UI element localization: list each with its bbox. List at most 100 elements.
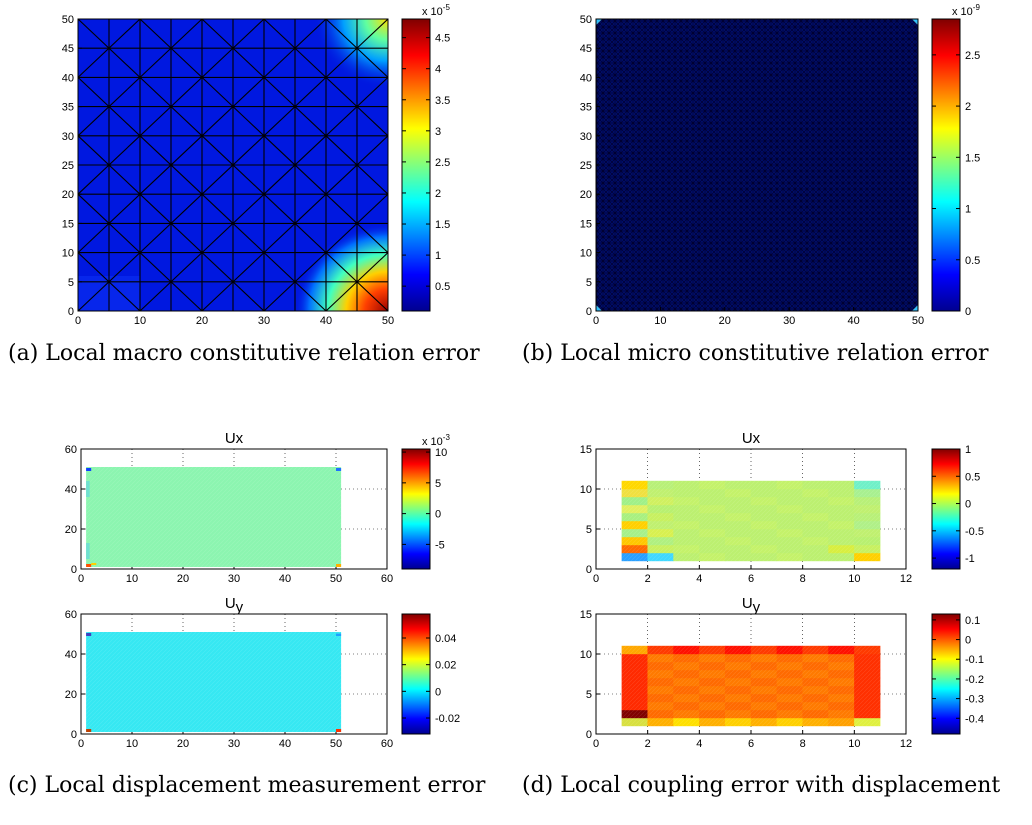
caption-a: (a) Local macro constitutive relation er…	[8, 341, 480, 366]
x-tick-label: 4	[696, 573, 702, 585]
caption-b: (b) Local micro constitutive relation er…	[522, 341, 989, 366]
colorbar-tick-label: -5	[435, 539, 445, 551]
title-base: U	[742, 595, 753, 612]
y-tick-label: 5	[586, 524, 592, 536]
x-tick-label: 0	[593, 738, 599, 750]
x-tick-label: 12	[900, 738, 912, 750]
x-tick-label: 30	[258, 315, 270, 327]
x-tick-label: 30	[228, 738, 240, 750]
colorbar-tick-label: 1.5	[965, 152, 980, 164]
edge-accent	[336, 729, 342, 732]
subplot-a: 0 10 20 30 40 50 0 5 10 15 20 25 30 35 40 45 50	[62, 14, 394, 327]
x-tick-label: 4	[696, 738, 702, 750]
x-tick-label: 40	[320, 315, 332, 327]
x-tick-label: 50	[382, 315, 394, 327]
y-tick-label: 50	[580, 14, 592, 26]
y-tick-label: 40	[580, 72, 592, 84]
mesh-overlay	[621, 646, 881, 726]
title-base: U	[225, 595, 236, 612]
y-tick-label: 20	[65, 524, 77, 536]
mesh-overlay	[86, 632, 342, 732]
colorbar-tick-label: 1	[965, 204, 971, 216]
y-tick-label: 60	[65, 609, 77, 621]
colorbar-tick-label: 10	[435, 447, 447, 459]
mesh-diagonal	[325, 18, 389, 78]
y-tick-label: 30	[62, 131, 74, 143]
colorbar-tick-label: 0	[965, 306, 971, 318]
edge-accent	[86, 633, 92, 636]
x-tick-label: 50	[330, 738, 342, 750]
subplot-b: 0 10 20 30 40 50 0 5 10 15 20 25 30 35 40 45 50	[580, 14, 924, 327]
colorbar-tick-label: 0.02	[435, 660, 456, 672]
x-tick-label: 0	[78, 738, 84, 750]
mesh-diagonal	[201, 252, 265, 312]
colorbar-tick-label: 2.5	[435, 157, 450, 169]
y-tick-label: 25	[62, 160, 74, 172]
y-tick-label: 5	[586, 277, 592, 289]
corner-hotspot	[912, 19, 918, 25]
x-tick-label: 2	[645, 738, 651, 750]
y-tick-label: 0	[68, 306, 74, 318]
y-tick-label: 0	[71, 564, 77, 576]
y-tick-label: 40	[65, 484, 77, 496]
mesh-diagonal	[325, 252, 389, 312]
edge-accent	[86, 729, 92, 732]
x-tick-label: 0	[75, 315, 81, 327]
colorbar-tick-label: -0.1	[965, 654, 984, 666]
colorbar-tick-label: 1	[965, 444, 971, 456]
colorbar-scale	[401, 613, 431, 735]
colorbar-tick-label: -0.5	[965, 526, 984, 538]
mesh-overlay	[86, 467, 342, 567]
axes-frame	[80, 448, 388, 570]
colorbar-b: 0 0.5 1 1.5 2 2.5 x 10-9	[931, 3, 980, 318]
multiplier-base: x 10	[422, 6, 443, 18]
mesh-diagonal	[263, 18, 327, 78]
subplot-c-uy: Uy 0 10 20 30 40 50 60 0 20 40 60	[65, 595, 393, 750]
x-tick-label: 0	[593, 315, 599, 327]
edge-accent	[86, 468, 92, 471]
colorbar-scale	[931, 613, 961, 735]
colorbar-tick-label: 1.5	[435, 219, 450, 231]
mesh-diagonal	[139, 76, 203, 137]
y-tick-label: 15	[580, 444, 592, 456]
colorbar-tick-label: 4.5	[435, 33, 450, 45]
axes-frame	[595, 448, 907, 570]
colorbar-tick-label: 4	[435, 64, 441, 76]
x-tick-label: 20	[177, 573, 189, 585]
title-subscript: y	[236, 599, 244, 616]
mesh-overlay	[621, 481, 881, 561]
x-tick-label: 40	[279, 738, 291, 750]
x-tick-label: 6	[748, 573, 754, 585]
y-tick-label: 45	[62, 43, 74, 55]
y-tick-label: 25	[580, 160, 592, 172]
y-tick-label: 20	[62, 189, 74, 201]
colorbar-tick-label: 0	[965, 499, 971, 511]
mesh-diagonal	[201, 135, 265, 195]
colorbar-tick-label: 2	[435, 188, 441, 200]
mesh-diagonal	[263, 76, 327, 137]
colorbar-tick-label: 0.5	[965, 471, 980, 483]
x-tick-label: 8	[800, 738, 806, 750]
y-tick-label: 50	[62, 14, 74, 26]
colorbar-c-ux: -5 0 5 10x 10-3	[401, 433, 450, 570]
colorbar-tick-label: 2.5	[965, 50, 980, 62]
multiplier-base: x 10	[422, 436, 443, 448]
mesh-diagonal	[263, 135, 327, 195]
subplot-title: Ux	[742, 430, 761, 447]
mesh-diagonal	[263, 252, 327, 312]
colorbar-tick-label: -1	[965, 553, 975, 565]
subplot-d-ux: Ux 0 2 4 6 8 10 12 0 5 10 15	[580, 430, 912, 585]
x-tick-label: 40	[279, 573, 291, 585]
multiplier-base: x 10	[952, 6, 973, 18]
mesh-diagonal	[77, 193, 141, 254]
edge-accent	[336, 468, 342, 471]
y-tick-label: 45	[580, 43, 592, 55]
colorbar-multiplier: x 10-9	[952, 3, 980, 18]
x-tick-label: 8	[800, 573, 806, 585]
colorbar-c-uy: -0.02 0 0.02 0.04	[401, 613, 460, 735]
x-tick-label: 10	[848, 738, 860, 750]
x-tick-label: 40	[847, 315, 859, 327]
y-tick-label: 0	[586, 306, 592, 318]
colorbar-a: 0.5 1 1.5 2 2.5 3 3.5 4 4.5 x 10-5	[401, 3, 450, 312]
edge-accent	[336, 633, 342, 636]
